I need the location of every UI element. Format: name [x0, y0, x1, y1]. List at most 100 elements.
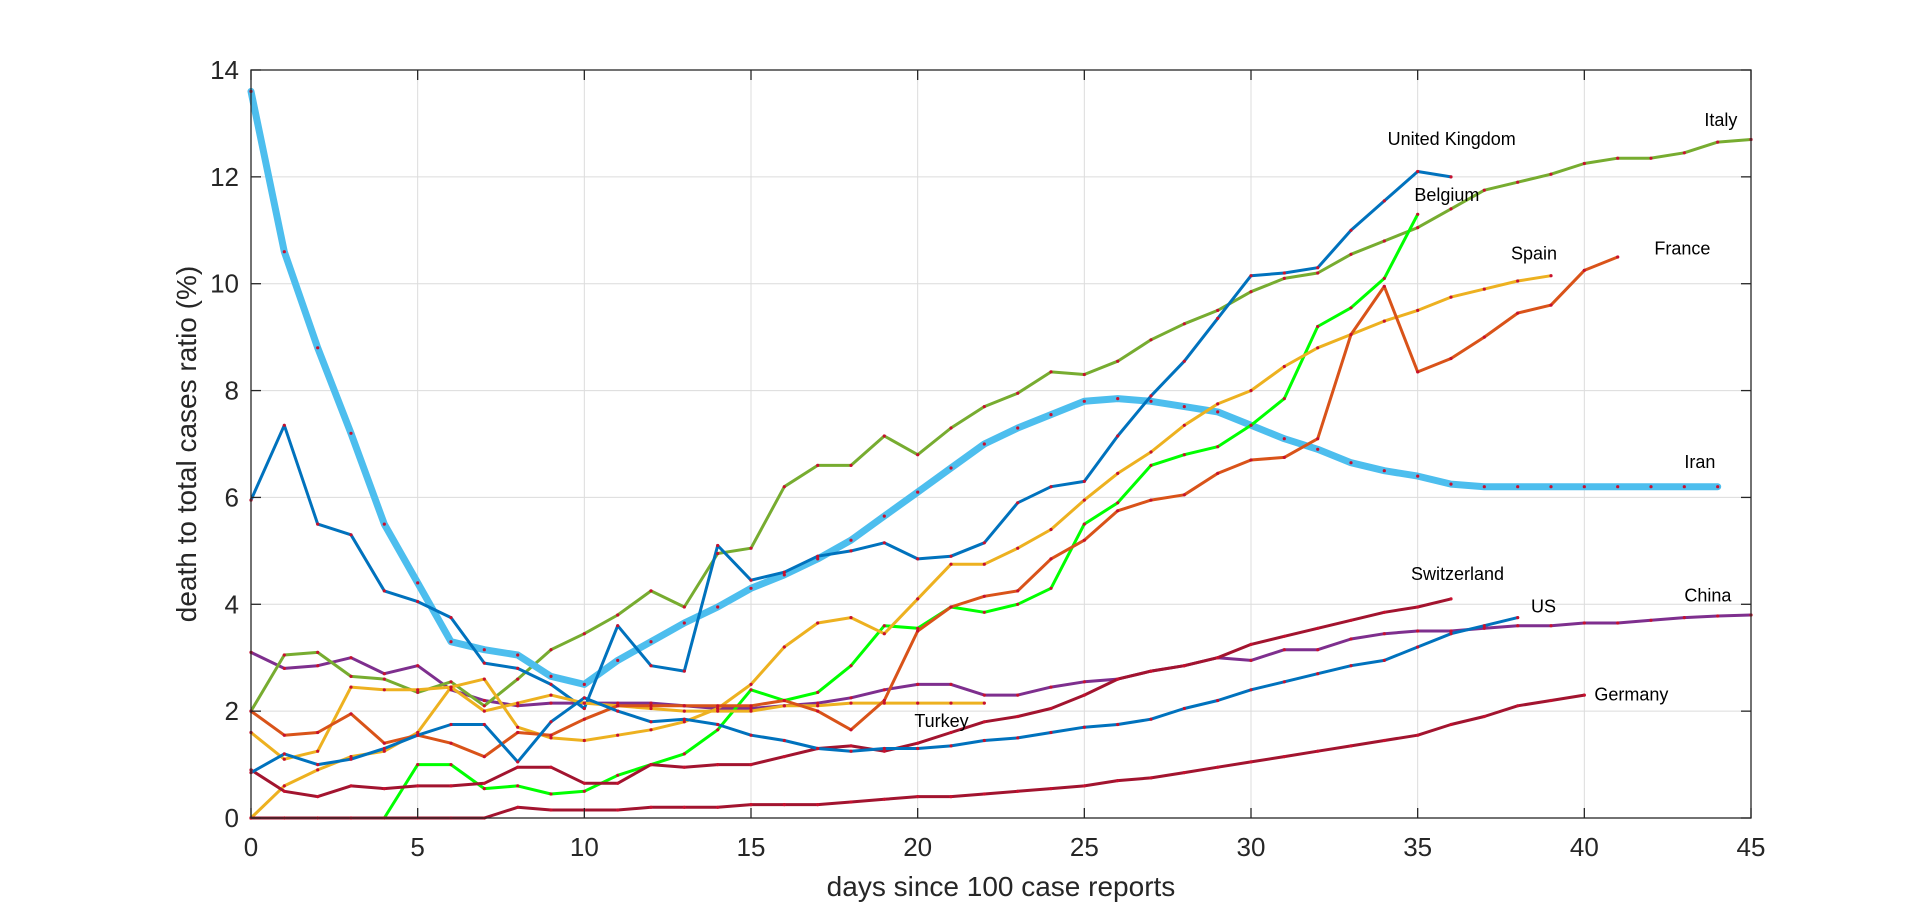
- data-point-iran: [1316, 447, 1320, 451]
- series-label-france: France: [1654, 238, 1710, 258]
- data-point-france: [916, 629, 920, 633]
- data-point-france: [1416, 370, 1420, 374]
- data-point-spain: [1382, 319, 1386, 323]
- data-point-us: [1216, 698, 1220, 703]
- data-point-switzerland: [616, 781, 620, 785]
- data-point-iran: [816, 557, 820, 561]
- data-point-switzerland: [782, 755, 786, 759]
- data-point-united-kingdom: [349, 533, 353, 537]
- data-point-spain: [616, 733, 620, 737]
- data-point-united-kingdom: [816, 554, 820, 558]
- data-point-switzerland: [1382, 610, 1386, 614]
- data-point-italy: [382, 677, 386, 681]
- data-point-iran: [616, 658, 620, 663]
- data-point-china: [1716, 614, 1720, 618]
- data-point-spain: [516, 725, 520, 729]
- data-markers: [249, 89, 1753, 820]
- data-point-germany: [749, 803, 753, 807]
- y-tick-label: 8: [225, 376, 239, 406]
- data-point-france: [1182, 493, 1186, 497]
- data-point-united-kingdom: [1016, 501, 1020, 505]
- data-point-germany: [616, 808, 620, 812]
- data-point-turkey: [749, 709, 753, 713]
- data-point-italy: [1082, 372, 1086, 377]
- data-point-france: [716, 704, 720, 708]
- data-point-us: [716, 722, 720, 727]
- data-point-united-kingdom: [549, 682, 553, 687]
- data-point-germany: [1249, 760, 1253, 764]
- data-point-us: [1016, 736, 1020, 740]
- data-point-france: [1049, 557, 1053, 561]
- data-point-germany: [1416, 733, 1420, 737]
- data-point-us: [549, 720, 553, 724]
- y-tick-label: 2: [225, 696, 239, 726]
- data-point-iran: [1282, 437, 1286, 441]
- x-tick-label: 20: [903, 832, 932, 862]
- data-point-france: [1216, 471, 1220, 475]
- data-point-germany: [1216, 765, 1220, 769]
- data-point-france: [1249, 458, 1253, 462]
- data-point-iran: [1482, 485, 1486, 489]
- data-point-united-kingdom: [482, 661, 486, 665]
- data-point-france: [316, 730, 320, 735]
- data-point-china: [1682, 616, 1686, 620]
- data-point-italy: [549, 648, 553, 652]
- data-point-iran: [1082, 399, 1086, 403]
- data-point-iran: [349, 431, 353, 435]
- data-point-turkey: [782, 704, 786, 708]
- data-point-france: [649, 704, 653, 708]
- data-point-turkey: [816, 704, 820, 708]
- data-point-spain: [1149, 450, 1153, 454]
- data-point-china: [549, 701, 553, 705]
- data-point-switzerland: [282, 789, 286, 793]
- data-point-united-kingdom: [1149, 394, 1153, 398]
- data-point-us: [616, 709, 620, 713]
- data-point-turkey: [716, 709, 720, 713]
- data-point-us: [1516, 616, 1520, 620]
- data-point-us: [916, 746, 920, 751]
- series-labels: Italy United Kingdom Belgium Spain France Ira…: [914, 110, 1737, 731]
- series-label-united-kingdom: United Kingdom: [1388, 129, 1516, 149]
- data-point-us: [949, 744, 953, 748]
- data-point-switzerland: [916, 741, 920, 745]
- data-point-spain: [1216, 402, 1220, 406]
- data-point-italy: [716, 551, 720, 556]
- data-point-iran: [849, 538, 853, 542]
- data-point-italy: [816, 463, 820, 467]
- data-point-germany: [849, 800, 853, 804]
- data-point-switzerland: [882, 749, 886, 753]
- data-point-belgium: [1149, 463, 1153, 467]
- data-point-france: [1149, 498, 1153, 502]
- data-point-france: [282, 733, 286, 737]
- data-point-china: [849, 696, 853, 700]
- data-point-switzerland: [382, 787, 386, 791]
- data-point-spain: [982, 562, 986, 566]
- data-point-spain: [1416, 308, 1420, 312]
- y-tick-label: 12: [210, 162, 239, 192]
- data-point-united-kingdom: [1382, 199, 1386, 203]
- data-point-switzerland: [749, 763, 753, 767]
- data-point-france: [382, 741, 386, 745]
- x-tick-label: 40: [1570, 832, 1599, 862]
- data-point-france: [1016, 589, 1020, 593]
- data-point-us: [416, 733, 420, 737]
- data-point-united-kingdom: [716, 543, 720, 548]
- data-point-iran: [1716, 485, 1720, 489]
- series-label-spain: Spain: [1511, 244, 1557, 264]
- data-point-iran: [1149, 399, 1153, 403]
- data-point-france: [1349, 332, 1353, 337]
- data-point-us: [1349, 664, 1353, 668]
- data-point-united-kingdom: [1349, 228, 1353, 232]
- data-point-italy: [1716, 140, 1720, 144]
- data-point-us: [316, 763, 320, 767]
- y-tick-label: 10: [210, 269, 239, 299]
- data-point-united-kingdom: [1116, 434, 1120, 438]
- data-point-belgium: [982, 610, 986, 614]
- data-point-us: [282, 752, 286, 756]
- data-point-spain: [849, 616, 853, 620]
- data-point-italy: [516, 677, 520, 681]
- data-point-switzerland: [416, 784, 420, 788]
- data-point-turkey: [316, 749, 320, 753]
- data-point-france: [482, 755, 486, 759]
- data-point-iran: [449, 640, 453, 644]
